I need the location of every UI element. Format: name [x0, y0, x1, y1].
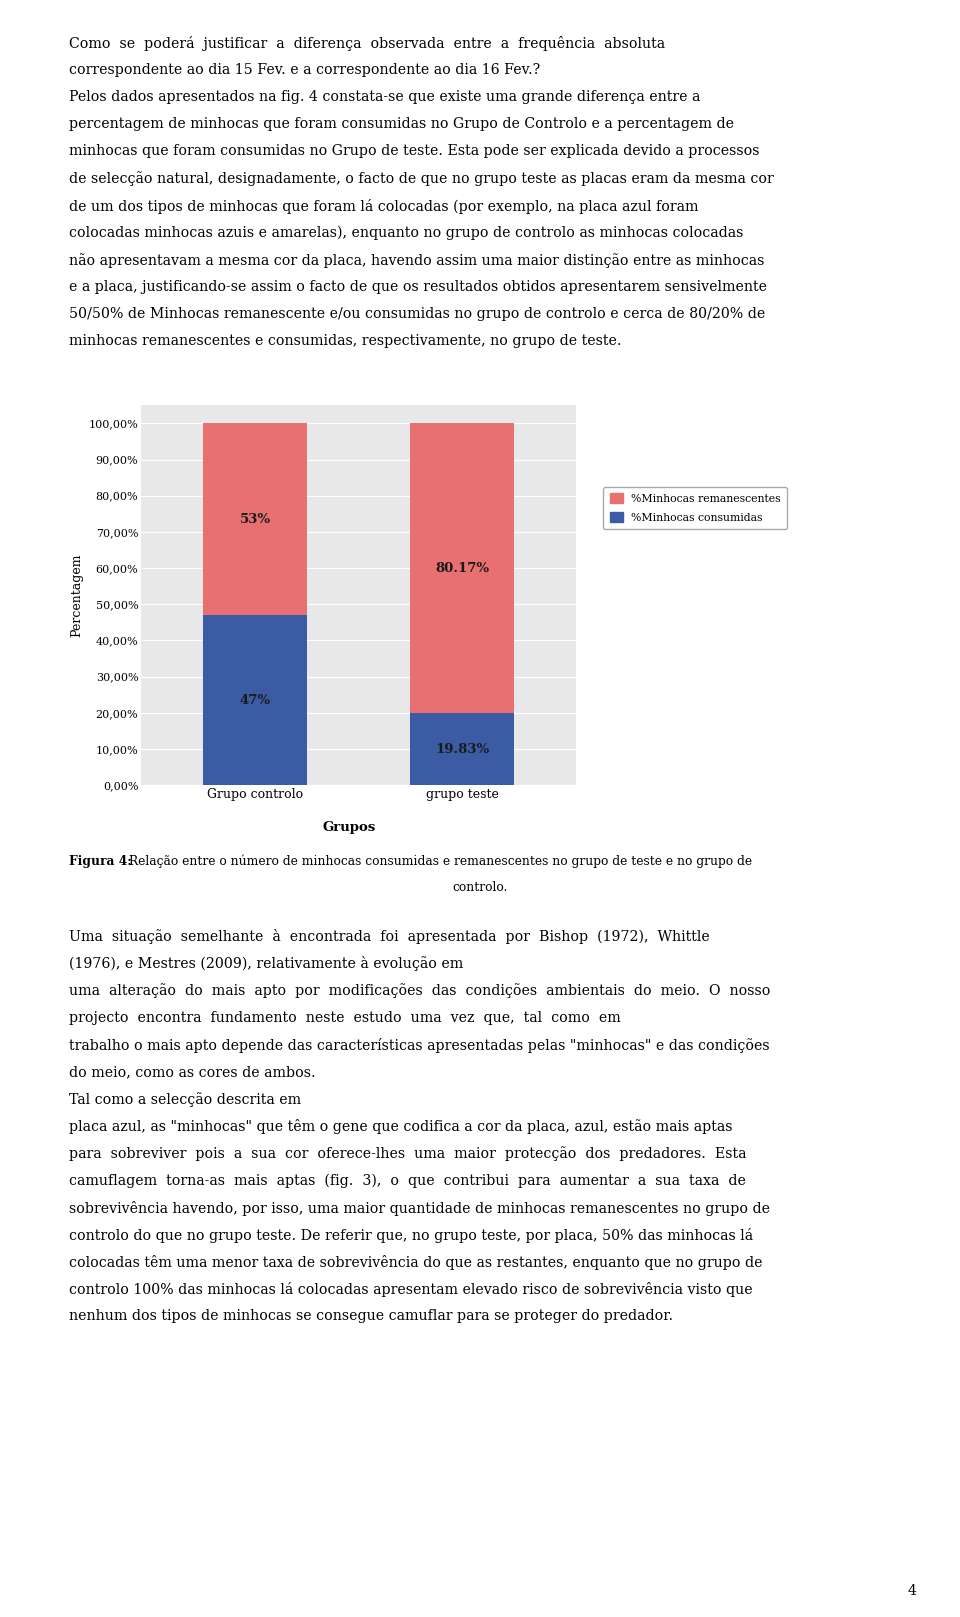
Text: Como  se  poderá  justificar  a  diferença  observada  entre  a  frequência  abs: Como se poderá justificar a diferença ob…	[69, 36, 665, 50]
Text: não apresentavam a mesma cor da placa, havendo assim uma maior distinção entre a: não apresentavam a mesma cor da placa, h…	[69, 252, 764, 268]
Text: correspondente ao dia 15 Fev. e a correspondente ao dia 16 Fev.?: correspondente ao dia 15 Fev. e a corres…	[69, 63, 540, 76]
Text: minhocas que foram consumidas no Grupo de teste. Esta pode ser explicada devido : minhocas que foram consumidas no Grupo d…	[69, 144, 759, 158]
Legend: %Minhocas remanescentes, %Minhocas consumidas: %Minhocas remanescentes, %Minhocas consu…	[603, 487, 787, 529]
Text: de um dos tipos de minhocas que foram lá colocadas (por exemplo, na placa azul f: de um dos tipos de minhocas que foram lá…	[69, 199, 699, 213]
Text: de selecção natural, designadamente, o facto de que no grupo teste as placas era: de selecção natural, designadamente, o f…	[69, 171, 774, 186]
Text: nenhum dos tipos de minhocas se consegue camuflar para se proteger do predador.: nenhum dos tipos de minhocas se consegue…	[69, 1310, 673, 1323]
Text: 19.83%: 19.83%	[435, 742, 490, 755]
Bar	[410, 713, 514, 786]
Text: placa azul, as "minhocas" que têm o gene que codifica a cor da placa, azul, estã: placa azul, as "minhocas" que têm o gene…	[69, 1119, 732, 1134]
Text: Pelos dados apresentados na fig. 4 constata-se que existe uma grande diferença e: Pelos dados apresentados na fig. 4 const…	[69, 91, 701, 103]
Text: e a placa, justificando-se assim o facto de que os resultados obtidos apresentar: e a placa, justificando-se assim o facto…	[69, 280, 767, 294]
Text: Relação entre o número de minhocas consumidas e remanescentes no grupo de teste : Relação entre o número de minhocas consu…	[129, 855, 752, 868]
Text: projecto  encontra  fundamento  neste  estudo  uma  vez  que,  tal  como  em: projecto encontra fundamento neste estud…	[69, 1011, 625, 1025]
Text: 80.17%: 80.17%	[435, 561, 490, 576]
Bar	[204, 614, 307, 786]
Text: Figura 4:: Figura 4:	[69, 855, 136, 868]
Text: trabalho o mais apto depende das características apresentadas pelas "minhocas" e: trabalho o mais apto depende das caracte…	[69, 1038, 770, 1053]
Text: sobrevivência havendo, por isso, uma maior quantidade de minhocas remanescentes : sobrevivência havendo, por isso, uma mai…	[69, 1201, 770, 1216]
Text: Grupos: Grupos	[323, 821, 375, 834]
Text: 47%: 47%	[239, 694, 271, 707]
Text: colocadas minhocas azuis e amarelas), enquanto no grupo de controlo as minhocas : colocadas minhocas azuis e amarelas), en…	[69, 226, 743, 239]
Text: do meio, como as cores de ambos.: do meio, como as cores de ambos.	[69, 1066, 316, 1079]
Text: para  sobreviver  pois  a  sua  cor  oferece-lhes  uma  maior  protecção  dos  p: para sobreviver pois a sua cor oferece-l…	[69, 1146, 747, 1161]
Text: colocadas têm uma menor taxa de sobrevivência do que as restantes, enquanto que : colocadas têm uma menor taxa de sobreviv…	[69, 1255, 762, 1269]
Text: uma  alteração  do  mais  apto  por  modificações  das  condições  ambientais  d: uma alteração do mais apto por modificaç…	[69, 983, 771, 998]
Text: Uma  situação  semelhante  à  encontrada  foi  apresentada  por  Bishop  (1972),: Uma situação semelhante à encontrada foi…	[69, 930, 709, 944]
Text: 4: 4	[908, 1583, 917, 1598]
Text: (1976), e Mestres (2009), relativamente à evolução em: (1976), e Mestres (2009), relativamente …	[69, 956, 468, 972]
Text: 53%: 53%	[239, 513, 271, 526]
Text: minhocas remanescentes e consumidas, respectivamente, no grupo de teste.: minhocas remanescentes e consumidas, res…	[69, 335, 622, 348]
Bar	[204, 424, 307, 614]
Text: controlo.: controlo.	[452, 881, 508, 894]
Text: camuflagem  torna-as  mais  aptas  (fig.  3),  o  que  contribui  para  aumentar: camuflagem torna-as mais aptas (fig. 3),…	[69, 1174, 746, 1188]
Text: controlo 100% das minhocas lá colocadas apresentam elevado risco de sobrevivênci: controlo 100% das minhocas lá colocadas …	[69, 1282, 753, 1297]
Text: 50/50% de Minhocas remanescente e/ou consumidas no grupo de controlo e cerca de : 50/50% de Minhocas remanescente e/ou con…	[69, 307, 765, 322]
Y-axis label: Percentagem: Percentagem	[70, 553, 83, 637]
Text: percentagem de minhocas que foram consumidas no Grupo de Controlo e a percentage: percentagem de minhocas que foram consum…	[69, 116, 734, 131]
Text: controlo do que no grupo teste. De referir que, no grupo teste, por placa, 50% d: controlo do que no grupo teste. De refer…	[69, 1227, 754, 1243]
Bar	[410, 424, 514, 713]
Text: Tal como a selecção descrita em: Tal como a selecção descrita em	[69, 1091, 305, 1108]
